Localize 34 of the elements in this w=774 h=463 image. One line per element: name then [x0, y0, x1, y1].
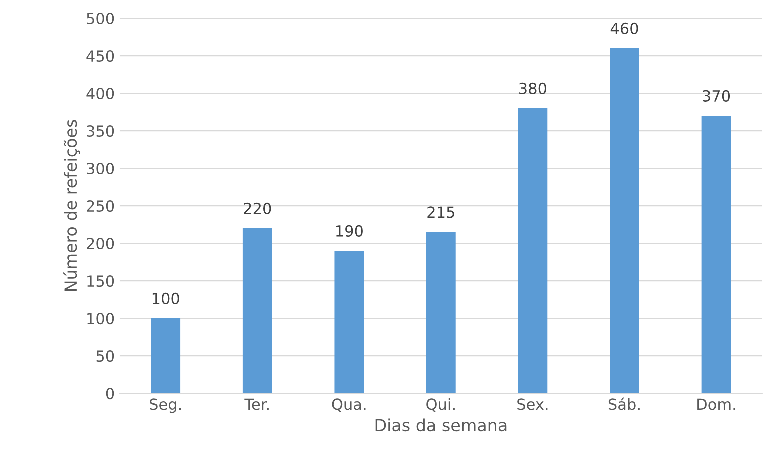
y-tick-label: 350: [87, 125, 114, 138]
y-tick-label: 200: [87, 238, 114, 250]
y-tick-label: 0: [106, 388, 114, 400]
x-tick-label: Dom.: [698, 398, 736, 410]
x-tick-label: Sex.: [518, 398, 548, 410]
data-label: 220: [244, 202, 272, 214]
bar: [242, 228, 272, 394]
y-tick-label: 400: [86, 88, 114, 100]
bar: [151, 318, 181, 394]
y-axis-title: Número de refeições: [64, 120, 80, 292]
bar: [334, 251, 364, 394]
x-tick-label: Qui.: [426, 398, 455, 412]
data-label: 460: [610, 22, 638, 34]
y-tick-label: 150: [88, 276, 114, 288]
bar: [426, 232, 456, 394]
y-tick-label: 450: [86, 50, 114, 62]
x-axis-title: Dias da semana: [376, 418, 507, 432]
y-tick-label: 500: [87, 12, 114, 25]
y-tick-label: 100: [88, 313, 114, 325]
bar: [702, 116, 732, 394]
y-tick-label: 50: [96, 350, 114, 362]
bar: [610, 48, 640, 394]
x-tick-label: Seg.: [150, 398, 182, 414]
data-label: 370: [703, 90, 730, 102]
data-label: 380: [520, 82, 547, 94]
data-label: 215: [428, 206, 454, 218]
x-tick-label: Ter.: [244, 398, 269, 410]
y-tick-label: 300: [87, 162, 114, 175]
y-tick-label: 250: [87, 200, 114, 212]
x-tick-label: Qua.: [332, 398, 366, 412]
data-label: 190: [336, 225, 363, 237]
bar: [518, 108, 548, 394]
x-tick-label: Sáb.: [608, 398, 640, 410]
data-label: 100: [152, 292, 180, 304]
